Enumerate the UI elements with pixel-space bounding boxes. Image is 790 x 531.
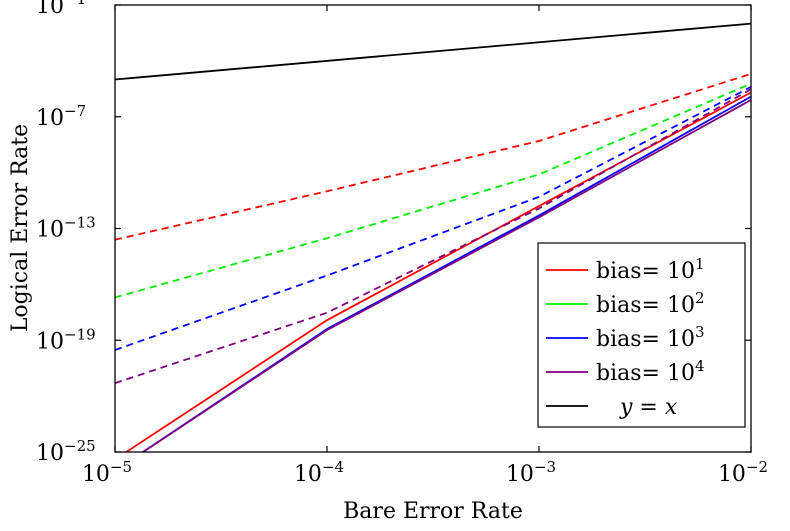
y-axis-title: Logical Error Rate xyxy=(8,124,33,332)
series-line-7 xyxy=(115,22,751,81)
x-tick-label: 10−4 xyxy=(294,458,344,487)
x-axis-title: Bare Error Rate xyxy=(343,499,523,524)
series-line-1 xyxy=(115,73,751,241)
legend-label: bias= 102 xyxy=(596,289,705,318)
legend-label: bias= 101 xyxy=(596,255,705,284)
series-layer xyxy=(115,22,751,452)
series-line-5 xyxy=(141,99,751,452)
legend-box xyxy=(537,242,746,428)
series-line-4 xyxy=(115,86,751,351)
x-tick-label: 10−3 xyxy=(506,458,556,487)
y-tick-label: 10−7 xyxy=(36,102,86,131)
legend-label: y = x xyxy=(619,395,678,420)
x-tick-label: 10−2 xyxy=(718,458,768,487)
series-line-6 xyxy=(115,88,751,384)
series-line-2 xyxy=(115,82,751,299)
legend-label: bias= 103 xyxy=(596,323,705,352)
legend-label: bias= 104 xyxy=(596,357,705,386)
x-tick-label: 10−5 xyxy=(82,458,132,487)
y-tick-label: 10−19 xyxy=(36,325,96,354)
y-tick-label: 10−1 xyxy=(36,0,86,19)
y-tick-label: 10−13 xyxy=(36,214,96,243)
legend: bias= 101 bias= 102 bias= 103 bias= 104 y = … xyxy=(537,242,746,428)
